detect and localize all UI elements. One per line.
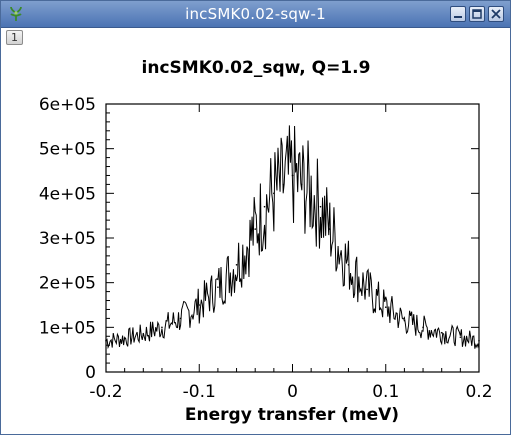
data-point bbox=[319, 205, 322, 208]
data-point bbox=[263, 205, 266, 208]
data-point bbox=[254, 228, 256, 230]
data-point bbox=[142, 333, 145, 335]
data-point bbox=[478, 339, 480, 342]
data-point bbox=[291, 174, 294, 177]
data-point bbox=[273, 192, 275, 195]
x-tick-label: 0.2 bbox=[465, 382, 492, 402]
y-tick-label: 5e+05 bbox=[39, 140, 96, 160]
x-axis: -0.2 -0.1 0 0.1 0.2 bbox=[89, 104, 493, 402]
data-point bbox=[310, 192, 312, 195]
x-axis-label: Energy transfer (meV) bbox=[185, 405, 399, 425]
data-point bbox=[384, 306, 387, 309]
data-point bbox=[459, 336, 462, 338]
data-point bbox=[217, 286, 219, 288]
minimize-icon bbox=[454, 16, 462, 18]
data-point bbox=[329, 228, 331, 230]
maximize-button[interactable] bbox=[469, 6, 485, 22]
chart-title: incSMK0.02_sqw, Q=1.9 bbox=[142, 58, 371, 78]
window-title: incSMK0.02-sqw-1 bbox=[185, 5, 326, 23]
data-point bbox=[179, 317, 182, 320]
maximize-icon bbox=[472, 9, 482, 19]
data-point bbox=[282, 183, 284, 186]
series-line bbox=[105, 125, 480, 350]
data-point bbox=[440, 331, 443, 334]
y-tick-label: 4e+05 bbox=[39, 184, 96, 204]
y-tick-label: 6e+05 bbox=[39, 95, 96, 115]
data-point bbox=[366, 288, 368, 291]
y-axis: 0 1e+05 2e+05 3e+05 4e+05 5e+05 6e+05 bbox=[39, 95, 479, 383]
y-tick-label: 3e+05 bbox=[39, 229, 96, 249]
y-tick-label: 2e+05 bbox=[39, 274, 96, 294]
app-icon bbox=[10, 6, 22, 21]
data-point bbox=[347, 264, 350, 266]
x-tick-label: -0.1 bbox=[183, 382, 216, 402]
series-points bbox=[105, 174, 480, 342]
data-point bbox=[161, 326, 163, 329]
data-point bbox=[123, 337, 126, 340]
title-bar[interactable]: incSMK0.02-sqw-1 bbox=[1, 1, 510, 28]
x-tick-label: 0.1 bbox=[372, 382, 399, 402]
data-point bbox=[422, 326, 424, 329]
y-tick-label: 1e+05 bbox=[39, 318, 96, 338]
x-tick-label: 0 bbox=[287, 382, 298, 402]
data-point bbox=[105, 339, 107, 342]
data-point bbox=[301, 183, 303, 186]
y-tick-label: 0 bbox=[85, 363, 96, 383]
data-point bbox=[198, 304, 201, 306]
close-button[interactable] bbox=[488, 6, 504, 22]
data-point bbox=[403, 319, 406, 322]
minimize-button[interactable] bbox=[450, 6, 466, 22]
x-tick-label: -0.2 bbox=[89, 382, 122, 402]
close-icon bbox=[491, 9, 501, 19]
tab-1[interactable]: 1 bbox=[6, 30, 23, 45]
data-point bbox=[235, 264, 238, 266]
